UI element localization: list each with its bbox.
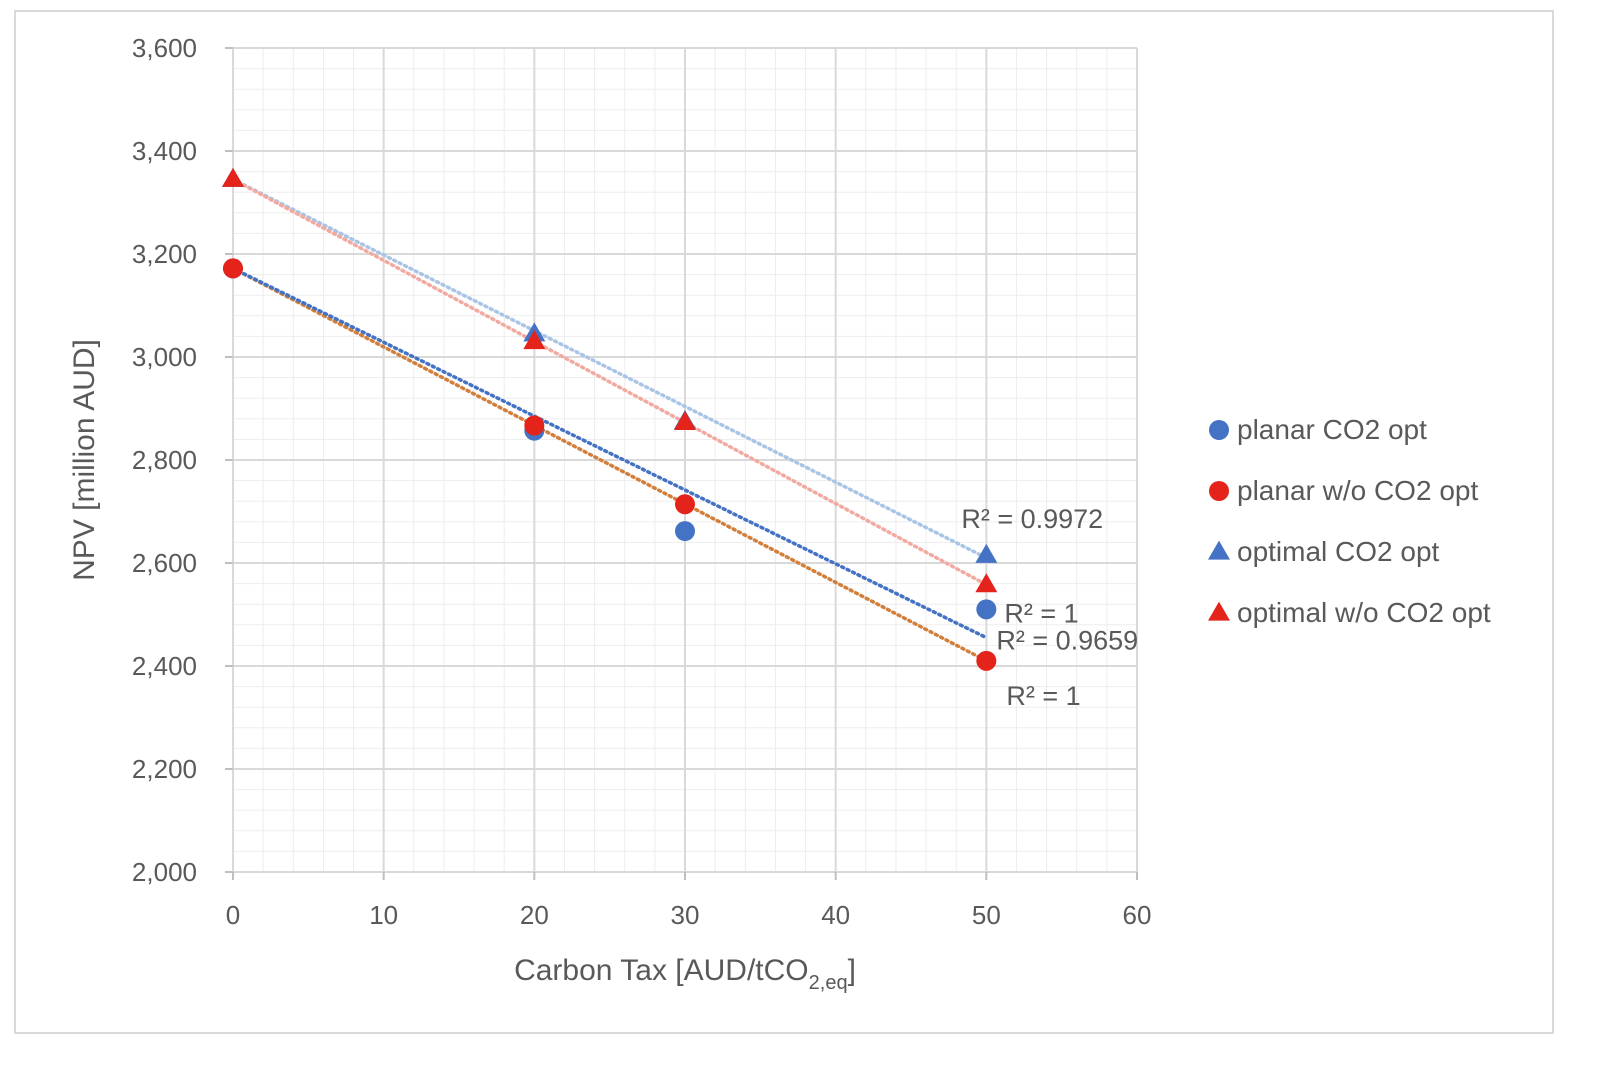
y-tick-label: 3,400	[132, 136, 197, 166]
legend-label: optimal w/o CO2 opt	[1237, 597, 1491, 628]
x-axis-ticks: 0 10 20 30 40 50 60	[226, 872, 1152, 930]
legend-label: planar w/o CO2 opt	[1237, 475, 1478, 506]
trendline	[231, 266, 989, 663]
x-tick-label: 20	[520, 900, 549, 930]
r-squared-label: R² = 1	[1006, 681, 1080, 711]
y-tick-label: 3,200	[132, 239, 197, 269]
legend-item: planar w/o CO2 opt	[1209, 475, 1478, 506]
x-tick-label: 40	[821, 900, 850, 930]
y-tick-label: 2,000	[132, 857, 197, 887]
legend-marker	[1208, 601, 1230, 621]
legend-label: optimal CO2 opt	[1237, 536, 1440, 567]
data-point	[524, 415, 545, 436]
data-point	[976, 599, 997, 620]
data-point	[523, 330, 546, 350]
y-tick-label: 2,800	[132, 445, 197, 475]
y-tick-label: 2,600	[132, 548, 197, 578]
legend-item: planar CO2 opt	[1209, 414, 1427, 445]
legend-label: planar CO2 opt	[1237, 414, 1427, 445]
y-tick-label: 2,200	[132, 754, 197, 784]
data-markers	[222, 167, 998, 671]
trendline	[231, 177, 989, 587]
x-tick-label: 10	[369, 900, 398, 930]
y-axis-ticks: 2,000 2,200 2,400 2,600 2,800 3,000 3,200 3,400…	[132, 33, 233, 887]
x-tick-label: 30	[671, 900, 700, 930]
legend-item: optimal CO2 opt	[1208, 536, 1440, 567]
legend-marker	[1209, 420, 1229, 440]
legend-item: optimal w/o CO2 opt	[1208, 597, 1491, 628]
y-tick-label: 2,400	[132, 651, 197, 681]
trendline	[231, 177, 989, 560]
data-point	[223, 258, 243, 279]
y-axis-title: NPV [million AUD]	[68, 339, 101, 581]
data-point	[976, 650, 997, 671]
data-point	[675, 494, 695, 515]
trendline	[231, 266, 989, 640]
data-point	[222, 167, 244, 187]
x-tick-label: 50	[972, 900, 1001, 930]
r-squared-label: R² = 1	[1004, 599, 1078, 629]
data-point	[675, 521, 695, 542]
y-tick-label: 3,600	[132, 33, 197, 63]
r-squared-label: R² = 0.9972	[961, 504, 1103, 534]
x-tick-label: 60	[1123, 900, 1152, 930]
data-point	[975, 543, 998, 563]
y-tick-label: 3,000	[132, 342, 197, 372]
data-point	[975, 573, 998, 593]
r-squared-label: R² = 0.9659	[996, 626, 1138, 656]
legend: planar CO2 opt planar w/o CO2 opt optimal …	[1208, 414, 1491, 628]
data-point	[674, 411, 696, 431]
trendlines	[231, 177, 989, 663]
legend-marker	[1209, 481, 1229, 501]
legend-marker	[1208, 540, 1230, 560]
x-axis-title: Carbon Tax [AUD/tCO2,eq]	[514, 954, 856, 994]
x-tick-label: 0	[226, 900, 240, 930]
